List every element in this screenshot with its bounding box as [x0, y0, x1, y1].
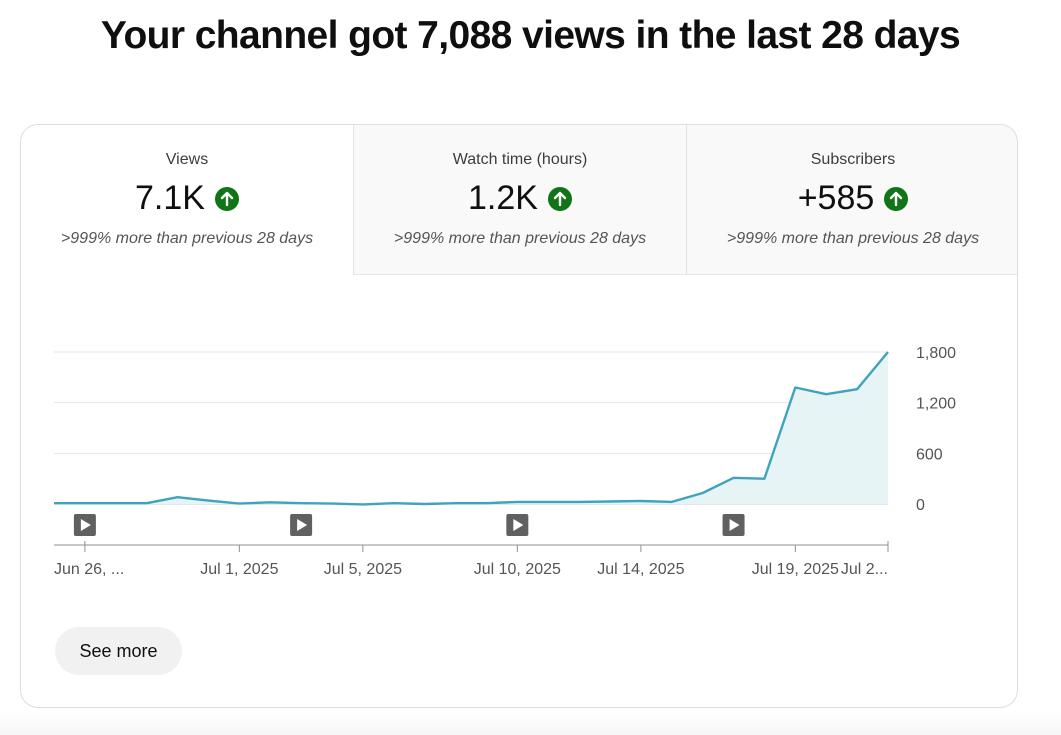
x-tick-label: Jul 2... — [841, 561, 888, 578]
tab-label: Views — [165, 151, 209, 168]
play-icon — [729, 519, 740, 531]
y-tick-label: 1,800 — [916, 345, 956, 362]
page-title: Your channel got 7,088 views in the last… — [100, 14, 961, 57]
y-tick-label: 1,200 — [916, 396, 956, 413]
comparison-text: >999% more than previous 28 days — [60, 230, 314, 247]
play-icon — [513, 519, 524, 531]
tab-subscribers[interactable]: Subscribers +585 >999% more than previou… — [686, 125, 1017, 275]
x-tick-label: Jul 14, 2025 — [597, 561, 684, 578]
metric-value: 7.1K — [135, 178, 205, 217]
x-tick-label: Jul 10, 2025 — [474, 561, 561, 578]
metric-value: +585 — [797, 178, 875, 217]
arrow-up-circle-icon — [547, 187, 572, 211]
see-more-button[interactable]: See more — [55, 627, 182, 675]
series-line — [54, 351, 889, 506]
metric-tabs: Views 7.1K >999% more than previous 28 d… — [21, 125, 1017, 275]
arrow-up-circle-icon — [214, 187, 239, 211]
analytics-card: Views 7.1K >999% more than previous 28 d… — [20, 124, 1018, 708]
play-icon — [80, 519, 91, 531]
page-bottom-edge — [0, 712, 1061, 735]
x-tick-label: Jun 26, ... — [54, 561, 124, 578]
x-tick-label: Jul 19, 2025 — [752, 561, 839, 578]
y-tick-label: 600 — [916, 446, 943, 463]
x-tick-label: Jul 1, 2025 — [200, 561, 278, 578]
tab-label: Subscribers — [810, 151, 896, 168]
views-chart: 0 600 1,200 1,800 Jun 26, ... Jul 1, 2025 Jul … — [54, 345, 956, 578]
metric-value: 1.2K — [468, 178, 538, 217]
play-icon — [297, 519, 308, 531]
comparison-text: >999% more than previous 28 days — [726, 230, 980, 247]
x-tick-label: Jul 5, 2025 — [324, 561, 402, 578]
comparison-text: >999% more than previous 28 days — [393, 230, 647, 247]
arrow-up-circle-icon — [884, 187, 909, 211]
tab-watch-time[interactable]: Watch time (hours) 1.2K >999% more than … — [353, 125, 686, 275]
y-tick-label: 0 — [916, 497, 925, 514]
tab-label: Watch time (hours) — [452, 151, 588, 168]
series-area — [54, 352, 888, 505]
tab-views[interactable]: Views 7.1K >999% more than previous 28 d… — [21, 125, 353, 275]
